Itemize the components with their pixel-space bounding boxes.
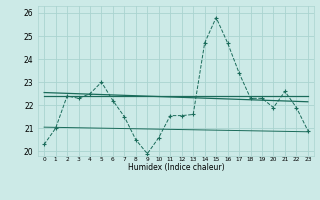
X-axis label: Humidex (Indice chaleur): Humidex (Indice chaleur)	[128, 163, 224, 172]
